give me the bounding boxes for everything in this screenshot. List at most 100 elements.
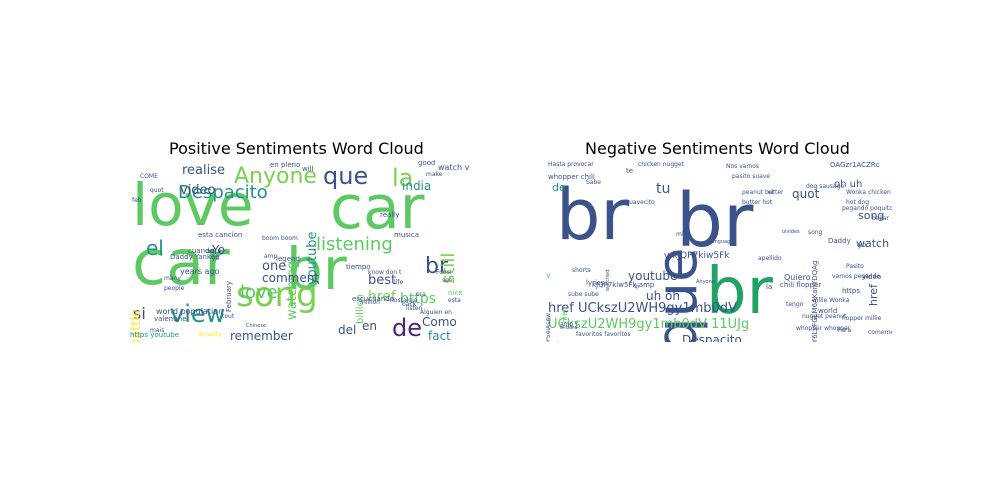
negative-word: Wonka chicken: [846, 189, 891, 196]
negative-word: Sabe: [586, 179, 601, 186]
negative-word: href: [561, 308, 569, 323]
positive-word: Chinese: [246, 323, 266, 329]
negative-word-cloud: br br br que href UCkszU2WH9gy1mb0dV UCkszU2W…: [546, 160, 892, 342]
positive-word: feb: [132, 197, 142, 204]
positive-word: br: [286, 235, 347, 303]
negative-word: amp t: [560, 321, 578, 328]
negative-word: comeme: [868, 329, 892, 336]
negative-word: olvides: [782, 229, 800, 235]
negative-word: dog sausage: [806, 183, 845, 190]
negative-word: language: [710, 239, 734, 245]
positive-word: https youtube: [130, 331, 180, 339]
negative-word: oh uh: [834, 179, 863, 190]
negative-word: v kJQP7kiw5Fk: [664, 251, 730, 261]
negative-word: pasito suave: [732, 173, 771, 180]
negative-word: la: [766, 283, 773, 291]
negative-word: song: [858, 209, 885, 222]
positive-word: listen: [406, 305, 423, 312]
negative-word: v: [546, 271, 551, 280]
negative-word: OAGzr1ACZRc: [830, 161, 880, 169]
negative-word: Hasta provocar: [548, 161, 594, 168]
positive-word: quot: [150, 187, 164, 194]
positive-word: https: [400, 291, 437, 307]
negative-word: https: [842, 287, 861, 295]
positive-word: people: [164, 285, 185, 292]
positive-word: del: [338, 323, 357, 337]
negative-word: qi: [634, 283, 640, 290]
negative-word: Pasito: [846, 263, 864, 270]
positive-word: en pleno: [270, 161, 301, 169]
positive-word: many: [164, 275, 181, 282]
negative-word: kJQP7kiw5Fk amp: [592, 281, 655, 289]
negative-word: willie Wonka: [812, 297, 850, 304]
negative-word: tu: [656, 181, 671, 197]
positive-word: good: [418, 160, 436, 167]
negative-word: apellido: [758, 255, 782, 262]
positive-word: listening: [316, 234, 393, 255]
positive-word: know don t: [368, 269, 402, 276]
negative-word: shorts: [572, 267, 591, 274]
negative-word: Quiero: [784, 273, 811, 282]
negative-word: song: [808, 229, 823, 236]
negative-word: butter hot: [742, 199, 773, 206]
positive-word: back: [402, 301, 417, 308]
positive-word: love: [132, 171, 254, 239]
positive-word: remember: [230, 329, 293, 342]
positive-word: india: [402, 179, 432, 193]
negative-word: peanut butter: [742, 189, 784, 196]
negative-word: Despacito: [682, 333, 742, 342]
positive-word: comment: [262, 271, 320, 285]
negative-word: 11UJg kslfY6QgCd2TJ9sP54iAsAw: [546, 313, 552, 342]
negative-word: quot: [792, 187, 820, 201]
positive-word: life: [394, 279, 404, 286]
positive-word: en: [362, 319, 377, 333]
positive-word: escuchando: [352, 295, 394, 303]
negative-word: tengo: [786, 301, 804, 308]
positive-word: Daddy Yankee: [170, 253, 220, 261]
negative-word: world: [818, 307, 838, 315]
negative-word: yo: [858, 241, 867, 249]
positive-word: el: [146, 236, 164, 260]
positive-word: legend: [276, 255, 300, 263]
negative-word: watched: [605, 269, 611, 291]
negative-word: whopper chili: [548, 173, 595, 181]
negative-word: whopper whopper: [796, 325, 851, 332]
negative-cloud-title: Negative Sentiments Word Cloud: [585, 139, 850, 158]
positive-word: nice: [448, 289, 463, 297]
negative-word: Nos vamos: [726, 163, 760, 170]
negative-word: lyrics: [586, 279, 605, 287]
positive-word: si: [133, 304, 146, 323]
negative-word: Anyone: [696, 279, 715, 285]
negative-word: el: [768, 189, 774, 196]
positive-word: Como: [422, 315, 457, 329]
positive-word: boom boom: [262, 235, 298, 242]
positive-word: aqui: [206, 247, 222, 255]
positive-word: esta cancion: [198, 231, 243, 239]
positive-word: la: [392, 164, 414, 192]
negative-word: chili flopper: [780, 281, 822, 289]
positive-word: br: [425, 254, 449, 279]
positive-word: valentine: [154, 315, 187, 323]
positive-word: de: [392, 314, 422, 342]
negative-word: flopper millie: [842, 315, 882, 322]
positive-word: Despacito: [178, 182, 268, 203]
positive-word: car: [330, 173, 425, 243]
negative-word: UCkszU2WH9gy1mb0dV 11UJg: [548, 317, 750, 332]
negative-word: de: [552, 181, 566, 194]
negative-word: mi: [676, 231, 684, 238]
positive-word: Yo: [212, 243, 226, 257]
positive-word: best: [368, 273, 397, 288]
negative-word: href UCkszU2WH9gy1mb0dV: [548, 301, 737, 316]
positive-word: song: [236, 275, 318, 315]
negative-word: pegando poquito: [842, 205, 892, 212]
positive-word: video: [180, 183, 216, 198]
negative-word: chicken nugget: [638, 161, 684, 168]
negative-word: te: [626, 167, 634, 175]
positive-word: love: [240, 282, 278, 303]
negative-word: video: [862, 273, 882, 281]
positive-word: mais: [150, 327, 165, 334]
negative-word: br: [706, 255, 773, 329]
positive-word: tiempo: [346, 263, 371, 271]
positive-word: years ago: [180, 267, 220, 276]
positive-word: cuando: [188, 247, 214, 255]
